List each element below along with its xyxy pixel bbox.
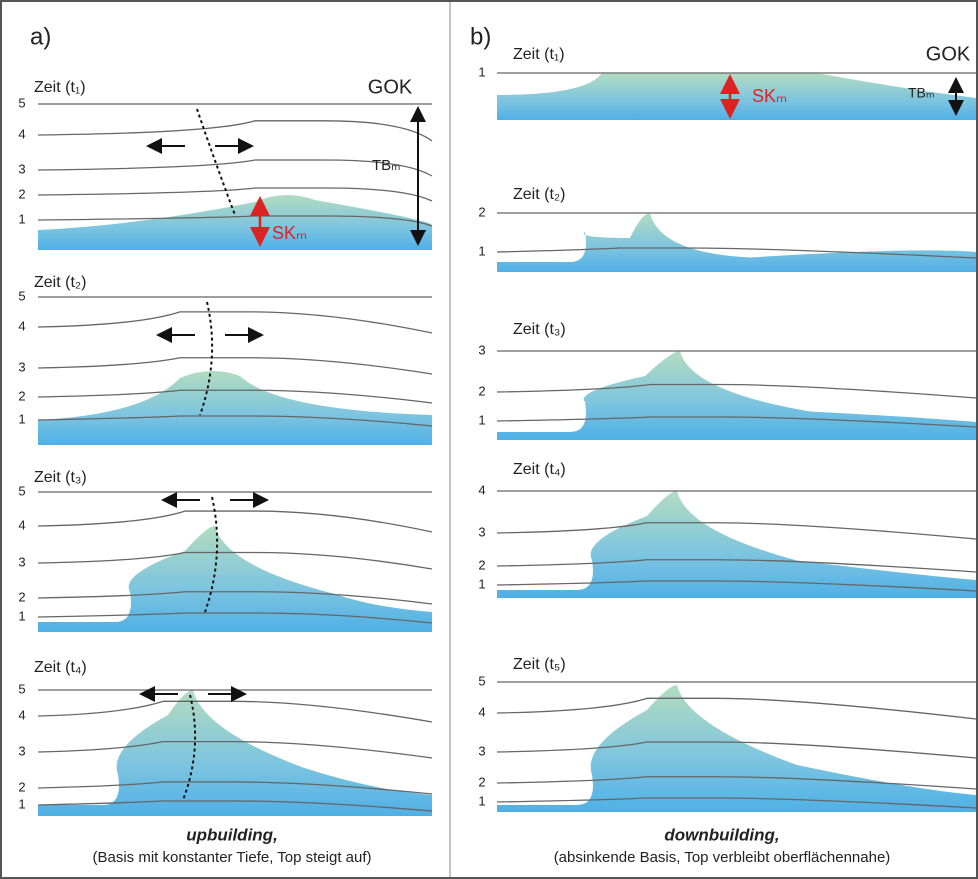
layer-line — [37, 591, 433, 605]
annotation: GOK — [368, 76, 413, 98]
layer-line — [37, 781, 433, 795]
annotation: SKₘ — [752, 86, 787, 106]
layer-number: 5 — [478, 673, 485, 688]
fault — [196, 108, 236, 216]
layer-number: 1 — [478, 243, 485, 258]
panel-label: b) — [470, 23, 491, 50]
step-title: Zeit (t₁) — [34, 79, 86, 96]
layer-line — [37, 311, 433, 334]
layer-number: 1 — [478, 793, 485, 808]
annotation: SKₘ — [272, 223, 307, 243]
layer-number: 4 — [18, 318, 25, 333]
layer-line — [37, 800, 433, 812]
step-title: Zeit (t₃) — [34, 469, 87, 486]
caption: downbuilding, — [664, 825, 779, 844]
layer-number: 4 — [478, 704, 485, 719]
layer-line — [37, 120, 433, 142]
layer-number: 4 — [18, 517, 25, 532]
layer-line — [496, 741, 977, 759]
annotation: TBₘ — [372, 157, 401, 174]
layer-number: 4 — [18, 126, 25, 141]
layer-number: 5 — [18, 681, 25, 696]
layer-line — [496, 383, 977, 399]
salt-body — [497, 73, 976, 120]
step-title: Zeit (t₂) — [513, 186, 565, 203]
layer-line — [37, 700, 433, 723]
layer-line — [37, 159, 433, 177]
layer-line — [496, 522, 977, 540]
layer-number: 2 — [478, 774, 485, 789]
layer-number: 5 — [18, 288, 25, 303]
caption-note: (Basis mit konstanter Tiefe, Top steigt … — [92, 849, 371, 866]
panel-label: a) — [30, 23, 51, 50]
salt-body — [38, 370, 432, 445]
salt-body — [38, 526, 432, 632]
layer-number: 1 — [18, 211, 25, 226]
layer-number: 4 — [478, 482, 485, 497]
fault — [199, 301, 214, 416]
layer-line — [496, 416, 977, 428]
layer-number: 1 — [478, 64, 485, 79]
layer-line — [37, 357, 433, 375]
layer-line — [496, 580, 977, 592]
layer-number: 3 — [18, 161, 25, 176]
layer-number: 3 — [478, 342, 485, 357]
layer-number: 1 — [478, 576, 485, 591]
layer-line — [496, 797, 977, 809]
layer-number: 3 — [18, 554, 25, 569]
layer-line — [496, 247, 977, 259]
layer-line — [37, 612, 433, 624]
salt-body — [497, 685, 976, 812]
step-title: Zeit (t₁) — [513, 46, 565, 63]
layer-line — [37, 740, 433, 759]
layer-number: 3 — [18, 743, 25, 758]
step-title: Zeit (t₂) — [34, 274, 86, 291]
layer-number: 2 — [478, 204, 485, 219]
salt-body — [497, 491, 976, 598]
salt-body — [38, 194, 432, 250]
step-title: Zeit (t₄) — [34, 659, 87, 676]
layer-line — [37, 187, 433, 202]
layer-number: 2 — [478, 557, 485, 572]
layer-number: 1 — [478, 412, 485, 427]
layer-number: 1 — [18, 608, 25, 623]
step-title: Zeit (t₅) — [513, 656, 566, 673]
layer-line — [37, 415, 433, 427]
layer-number: 2 — [18, 186, 25, 201]
layer-number: 2 — [478, 383, 485, 398]
layer-number: 3 — [18, 359, 25, 374]
layer-line — [496, 697, 977, 720]
fault — [204, 496, 219, 613]
layer-number: 2 — [18, 388, 25, 403]
salt-body — [497, 213, 976, 272]
layer-number: 2 — [18, 779, 25, 794]
layer-number: 5 — [18, 483, 25, 498]
layer-line — [37, 551, 433, 570]
layer-number: 5 — [18, 95, 25, 110]
layer-line — [37, 510, 433, 533]
layer-number: 4 — [18, 707, 25, 722]
layer-line — [496, 776, 977, 790]
layer-number: 3 — [478, 524, 485, 539]
layer-line — [37, 389, 433, 404]
annotation: GOK — [926, 43, 971, 65]
salt-body — [497, 351, 976, 440]
caption-note: (absinkende Basis, Top verbleibt oberflä… — [554, 849, 891, 866]
salt-body — [38, 690, 432, 816]
layer-number: 1 — [18, 411, 25, 426]
layer-number: 2 — [18, 589, 25, 604]
layer-number: 1 — [18, 796, 25, 811]
step-title: Zeit (t₃) — [513, 321, 566, 338]
caption: upbuilding, — [186, 825, 278, 844]
layer-line — [496, 559, 977, 573]
annotation: TBₘ — [908, 85, 935, 101]
step-title: Zeit (t₄) — [513, 461, 566, 478]
layer-number: 3 — [478, 743, 485, 758]
